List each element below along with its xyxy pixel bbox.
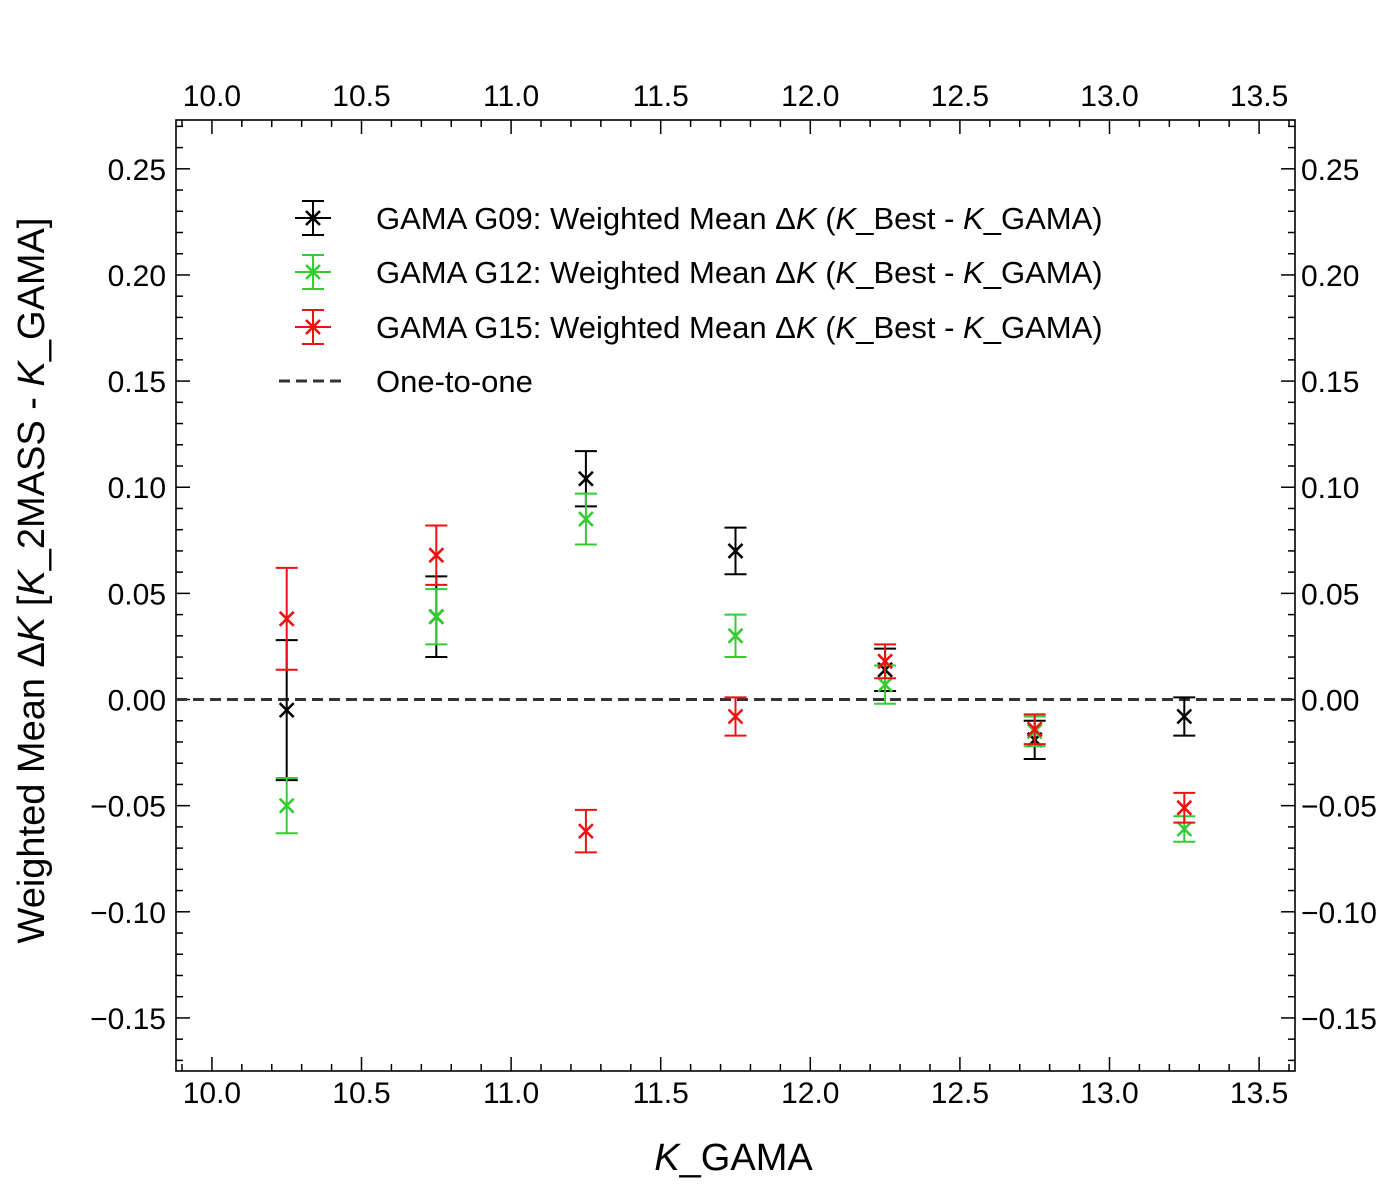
data-point-x-marker (278, 610, 295, 627)
y-tick-label-left: 0.05 (108, 578, 166, 611)
data-point-x-marker (727, 627, 744, 644)
y-tick-label-right: 0.15 (1301, 366, 1359, 399)
legend-label-part: GAMA G09: Weighted Mean Δ (376, 201, 796, 236)
y-tick-label-right: 0.10 (1301, 472, 1359, 505)
data-point-x-marker (577, 823, 594, 840)
legend-label: GAMA G15: Weighted Mean ΔK (K_Best - K_G… (376, 310, 1103, 345)
y-tick-label-right: 0.00 (1301, 685, 1359, 718)
x-tick-label-bottom: 12.0 (781, 1077, 839, 1110)
legend-label-part: _GAMA) (983, 310, 1103, 345)
data-point-x-marker (1026, 721, 1043, 738)
plot-frame (175, 119, 1296, 1072)
y-tick-label-left: 0.00 (108, 685, 166, 718)
legend-label-part: _Best - (855, 255, 963, 290)
legend-label-part: _GAMA) (983, 201, 1103, 236)
data-point-x-marker (428, 608, 445, 625)
y-axis-title-part: K (11, 359, 53, 386)
series-gama-g15 (275, 524, 1196, 854)
x-tick-label-top: 10.0 (183, 80, 241, 113)
legend-label-part: K (963, 310, 985, 345)
legend-x-marker-icon (305, 210, 321, 226)
legend-label-part: K (836, 201, 858, 236)
data-point-x-marker (428, 547, 445, 564)
y-axis-title-part: _GAMA] (11, 218, 53, 363)
legend-label-part: K (836, 310, 858, 345)
legend-label-part: _Best - (855, 310, 963, 345)
data-point-x-marker (1176, 708, 1193, 725)
y-tick-label-right: 0.20 (1301, 260, 1359, 293)
x-axis-title: K_GAMA (654, 1137, 813, 1179)
legend-label-part: K (796, 310, 818, 345)
y-tick-label-left: 0.15 (108, 366, 166, 399)
legend-label-part: GAMA G12: Weighted Mean Δ (376, 255, 796, 290)
legend-x-marker-icon (305, 264, 321, 280)
data-point-x-marker (278, 702, 295, 719)
y-tick-label-right: −0.05 (1301, 791, 1377, 824)
y-tick-label-left: 0.10 (108, 472, 166, 505)
data-point-x-marker (278, 797, 295, 814)
data-point-x-marker (577, 470, 594, 487)
x-tick-label-top: 12.0 (781, 80, 839, 113)
legend-label: One-to-one (376, 364, 533, 399)
y-tick-label-left: 0.25 (108, 154, 166, 187)
x-tick-label-bottom: 11.0 (483, 1077, 539, 1110)
y-axis-title: Weighted Mean ΔK [K_2MASS - K_GAMA] (11, 218, 53, 944)
y-axis-title-part: K (11, 569, 53, 596)
legend-label: GAMA G12: Weighted Mean ΔK (K_Best - K_G… (376, 255, 1103, 290)
x-tick-label-bottom: 10.5 (332, 1077, 390, 1110)
x-tick-label-top: 11.5 (633, 80, 689, 113)
x-tick-label-top: 11.0 (483, 80, 539, 113)
y-tick-label-right: 0.25 (1301, 154, 1359, 187)
data-point-x-marker (727, 708, 744, 725)
y-axis-title-part: [ (11, 595, 53, 617)
data-point-x-marker (1176, 799, 1193, 816)
x-tick-label-top: 13.0 (1080, 80, 1138, 113)
y-tick-label-left: 0.20 (108, 260, 166, 293)
x-tick-label-bottom: 11.5 (633, 1077, 689, 1110)
x-axis-title-part: K (654, 1137, 681, 1179)
legend-label-part: K (963, 255, 985, 290)
y-axis-title-part: K (11, 615, 53, 642)
y-tick-label-left: −0.10 (90, 897, 166, 930)
x-tick-label-top: 13.5 (1230, 80, 1288, 113)
x-tick-label-bottom: 12.5 (931, 1077, 989, 1110)
x-tick-label-bottom: 10.0 (183, 1077, 241, 1110)
y-tick-label-left: −0.05 (90, 791, 166, 824)
legend-label-part: ( (817, 310, 837, 345)
legend-label-part: GAMA G15: Weighted Mean Δ (376, 310, 796, 345)
legend-label-part: K (796, 201, 818, 236)
y-tick-label-right: −0.15 (1301, 1003, 1377, 1036)
legend-label-part: ( (817, 255, 837, 290)
y-tick-label-right: 0.05 (1301, 578, 1359, 611)
x-tick-label-top: 12.5 (931, 80, 989, 113)
data-point-x-marker (877, 653, 894, 670)
data-point-x-marker (1176, 821, 1193, 837)
data-point-x-marker (877, 676, 894, 693)
legend-label-part: K (796, 255, 818, 290)
legend-label: GAMA G09: Weighted Mean ΔK (K_Best - K_G… (376, 201, 1103, 236)
y-tick-label-right: −0.10 (1301, 897, 1377, 930)
legend-label-part: ( (817, 201, 837, 236)
y-axis-title-part: Weighted Mean Δ (11, 642, 53, 943)
x-tick-label-bottom: 13.5 (1230, 1077, 1288, 1110)
y-tick-label-left: −0.15 (90, 1003, 166, 1036)
data-point-x-marker (727, 543, 744, 559)
legend: GAMA G09: Weighted Mean ΔK (K_Best - K_G… (279, 200, 1103, 399)
legend-label-part: K (963, 201, 985, 236)
y-axis-title-part: _2MASS - (11, 386, 53, 571)
x-axis-title-part: _GAMA (679, 1137, 814, 1179)
legend-label-part: _Best - (855, 201, 963, 236)
legend-label-part: _GAMA) (983, 255, 1103, 290)
x-tick-label-bottom: 13.0 (1080, 1077, 1138, 1110)
legend-x-marker-icon (305, 319, 321, 335)
x-tick-label-top: 10.5 (332, 80, 390, 113)
data-point-x-marker (577, 511, 594, 527)
legend-label-part: K (836, 255, 858, 290)
